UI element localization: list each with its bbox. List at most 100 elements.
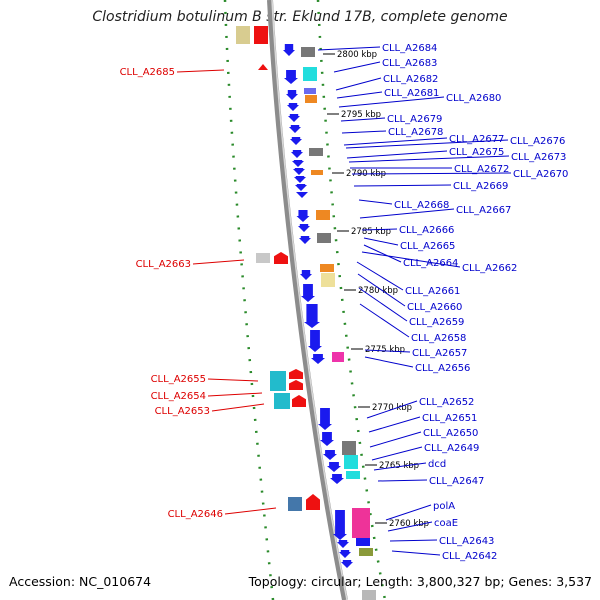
gene-block — [311, 170, 323, 175]
gene-block — [346, 471, 360, 479]
genome-backbone — [267, 0, 348, 600]
gene-arrow-reverse — [274, 252, 288, 264]
gene-arrow — [289, 125, 301, 133]
forward-gene-label: CLL_A2650 — [423, 428, 478, 439]
gene-arrow — [300, 270, 312, 280]
forward-gene-label: CLL_A2676 — [510, 136, 565, 147]
forward-gene-label: dcd — [428, 459, 446, 470]
reverse-gene-label: CLL_A2655 — [151, 374, 206, 385]
gene-block — [288, 497, 302, 511]
gene-block — [321, 273, 335, 287]
accession-text: Accession: NC_010674 — [9, 574, 152, 589]
gene-arrow — [284, 70, 298, 84]
forward-gene-label: CLL_A2669 — [453, 181, 508, 192]
gene-arrow — [333, 510, 347, 540]
reverse-gene-label: CLL_A2646 — [168, 509, 223, 520]
forward-gene-label: CLL_A2670 — [513, 169, 568, 180]
gene-arrow — [290, 137, 302, 145]
forward-gene-label: CLL_A2677 — [449, 134, 504, 145]
forward-gene-label: CLL_A2682 — [383, 74, 438, 85]
forward-gene-label: CLL_A2666 — [399, 225, 454, 236]
outer-left-guide — [223, 0, 275, 600]
forward-gene-label: CLL_A2659 — [409, 317, 464, 328]
gene-arrow — [286, 90, 298, 100]
gene-arrow-reverse — [258, 64, 268, 70]
forward-gene-label: CLL_A2675 — [449, 147, 504, 158]
gene-arrow — [288, 114, 300, 122]
forward-gene-label: CLL_A2684 — [382, 43, 437, 54]
gene-block — [270, 371, 286, 391]
gene-arrow — [337, 540, 349, 548]
gene-arrow — [283, 44, 295, 56]
kbp-tick-label: 2775 kbp — [365, 345, 405, 355]
gene-arrow-reverse — [289, 380, 303, 390]
kbp-tick-label: 2800 kbp — [337, 50, 377, 60]
gene-block — [274, 393, 290, 409]
reverse-gene-label: CLL_A2653 — [155, 406, 210, 417]
kbp-tick-label: 2785 kbp — [351, 227, 391, 237]
gene-block — [359, 548, 373, 556]
gene-arrow — [330, 474, 344, 484]
inner-right-guide — [316, 0, 387, 600]
forward-gene-label: CLL_A2658 — [411, 333, 466, 344]
label-leader-lines — [176, 46, 512, 556]
forward-gene-label: CLL_A2672 — [454, 164, 509, 175]
gene-block — [352, 508, 370, 538]
gene-arrow — [301, 284, 315, 302]
gene-block — [317, 233, 331, 243]
gene-block — [309, 148, 323, 156]
kbp-tick-label: 2780 kbp — [358, 286, 398, 296]
gene-block — [356, 538, 370, 546]
gene-arrow — [298, 224, 310, 232]
reverse-gene-label: CLL_A2685 — [120, 67, 175, 78]
forward-gene-label: polA — [433, 501, 455, 512]
gene-labels: CLL_A2685 CLL_A2663 CLL_A2655 CLL_A2654 CLL_… — [120, 43, 569, 562]
gene-arrow — [299, 236, 311, 244]
gene-block — [332, 352, 344, 362]
gene-arrow — [341, 560, 353, 568]
gene-arrow — [327, 462, 341, 472]
forward-gene-label: CLL_A2681 — [384, 88, 439, 99]
forward-gene-label: CLL_A2662 — [462, 263, 517, 274]
gene-arrow — [304, 304, 320, 328]
forward-gene-label: CLL_A2656 — [415, 363, 470, 374]
gene-arrow — [296, 210, 310, 222]
forward-gene-label: CLL_A2643 — [439, 536, 494, 547]
reverse-gene-label: CLL_A2663 — [136, 259, 191, 270]
gene-arrow — [318, 408, 332, 430]
forward-gene-label: CLL_A2661 — [405, 286, 460, 297]
reverse-gene-label: CLL_A2654 — [151, 391, 206, 402]
forward-gene-label: CLL_A2679 — [387, 114, 442, 125]
gene-block — [256, 253, 270, 263]
forward-gene-label: CLL_A2651 — [422, 413, 477, 424]
gene-block — [305, 95, 317, 103]
gene-block — [362, 590, 376, 600]
forward-gene-label: CLL_A2678 — [388, 127, 443, 138]
forward-gene-label: CLL_A2652 — [419, 397, 474, 408]
gene-arrow — [295, 184, 307, 191]
forward-gene-label: CLL_A2668 — [394, 200, 449, 211]
forward-gene-label: CLL_A2649 — [424, 443, 479, 454]
gene-block — [320, 264, 334, 272]
gene-arrow-reverse — [289, 369, 303, 379]
gene-arrow — [308, 330, 322, 352]
gene-arrow — [291, 150, 303, 158]
gene-arrow — [294, 176, 306, 183]
forward-gene-label: CLL_A2664 — [403, 258, 458, 269]
forward-gene-label: CLL_A2673 — [511, 152, 566, 163]
gene-arrow — [320, 432, 334, 446]
gene-block — [301, 47, 315, 57]
topology-text: Topology: circular; Length: 3,800,327 bp… — [248, 574, 592, 589]
forward-gene-label: CLL_A2667 — [456, 205, 511, 216]
gene-arrow — [323, 450, 337, 460]
gene-arrow — [293, 168, 305, 175]
forward-gene-label: CLL_A2683 — [382, 58, 437, 69]
forward-gene-label: CLL_A2680 — [446, 93, 501, 104]
forward-gene-label: coaE — [434, 518, 458, 529]
map-title: Clostridium botulinum B str. Eklund 17B,… — [92, 9, 508, 25]
gene-arrow — [311, 354, 325, 364]
gene-arrow-reverse — [292, 395, 306, 407]
gene-block — [342, 441, 356, 455]
gene-block — [254, 26, 268, 44]
